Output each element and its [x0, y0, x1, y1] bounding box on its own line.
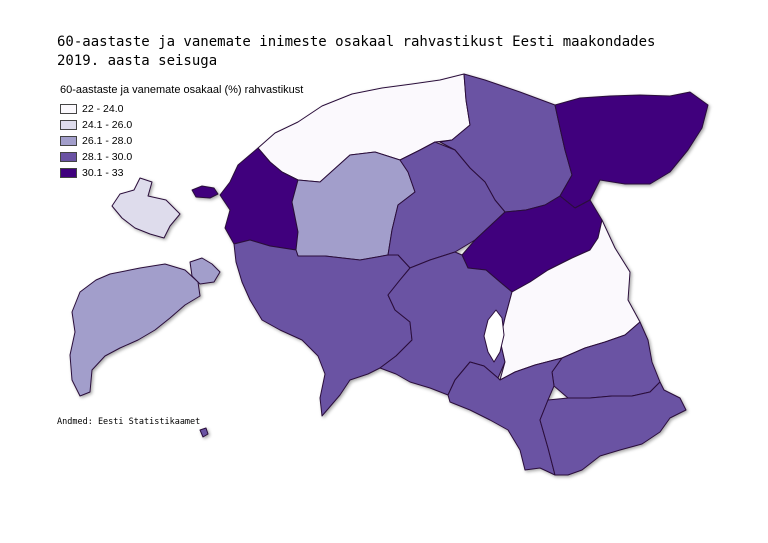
data-source-note: Andmed: Eesti Statistikaamet	[57, 417, 201, 427]
island-kihnu	[199, 427, 209, 438]
title-line-1: 60-aastaste ja vanemate inimeste osakaal…	[57, 34, 656, 50]
island-muhu	[189, 257, 221, 285]
county-parnu	[233, 239, 413, 417]
county-hiiu	[111, 177, 181, 239]
county-jarva	[387, 141, 506, 269]
legend-label: 22 - 24.0	[82, 103, 124, 115]
legend-swatch	[60, 120, 77, 130]
county-voru	[539, 381, 687, 476]
county-ida-viru	[554, 91, 709, 209]
legend-item: 26.1 - 28.0	[60, 133, 303, 149]
map-title: 60-aastaste ja vanemate inimeste osakaal…	[57, 33, 697, 71]
legend-swatch	[60, 136, 77, 146]
lake-vortsjarv	[483, 309, 505, 363]
legend-item: 22 - 24.0	[60, 101, 303, 117]
legend: 60-aastaste ja vanemate osakaal (%) rahv…	[60, 84, 303, 181]
legend-label: 26.1 - 28.0	[82, 135, 133, 147]
legend-swatch	[60, 168, 77, 178]
legend-item: 30.1 - 33	[60, 165, 303, 181]
legend-label: 28.1 - 30.0	[82, 151, 133, 163]
legend-label: 30.1 - 33	[82, 167, 124, 179]
legend-item: 24.1 - 26.0	[60, 117, 303, 133]
legend-swatch	[60, 104, 77, 114]
legend-item: 28.1 - 30.0	[60, 149, 303, 165]
legend-label: 24.1 - 26.0	[82, 119, 133, 131]
legend-swatch	[60, 152, 77, 162]
legend-title: 60-aastaste ja vanemate osakaal (%) rahv…	[60, 84, 304, 96]
county-saare	[69, 263, 201, 397]
island-vormsi	[191, 185, 219, 199]
title-line-2: 2019. aasta seisuga	[57, 53, 218, 69]
